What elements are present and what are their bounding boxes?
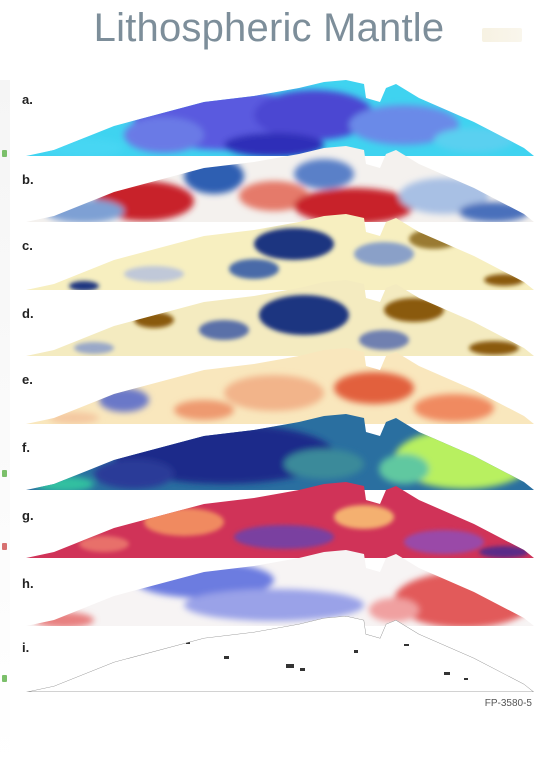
page-title: Lithospheric Mantle — [93, 6, 445, 50]
left-edge-strip — [0, 80, 10, 770]
map-panel-f — [26, 414, 534, 490]
panel-label-a: a. — [22, 92, 33, 107]
map-panel-a — [26, 80, 534, 156]
panel-label-i: i. — [22, 640, 30, 655]
title-faded-mark — [482, 28, 522, 42]
edge-mark — [2, 675, 7, 682]
figure-code: FP-3580-5 — [484, 698, 532, 709]
map-panel-h — [26, 550, 534, 626]
map-panel-b — [26, 146, 534, 222]
panel-label-d: d. — [22, 306, 34, 321]
panel-label-c: c. — [22, 238, 33, 253]
map-panel-e — [26, 348, 534, 424]
panel-label-b: b. — [22, 172, 34, 187]
panel-label-g: g. — [22, 508, 34, 523]
panel-label-e: e. — [22, 372, 33, 387]
edge-mark — [2, 543, 7, 550]
map-panel-c — [26, 214, 534, 290]
map-panel-d — [26, 280, 534, 356]
edge-mark — [2, 150, 7, 157]
panel-label-h: h. — [22, 576, 34, 591]
map-panel-i — [26, 616, 534, 692]
panel-label-f: f. — [22, 440, 30, 455]
map-panel-g — [26, 482, 534, 558]
edge-mark — [2, 470, 7, 477]
